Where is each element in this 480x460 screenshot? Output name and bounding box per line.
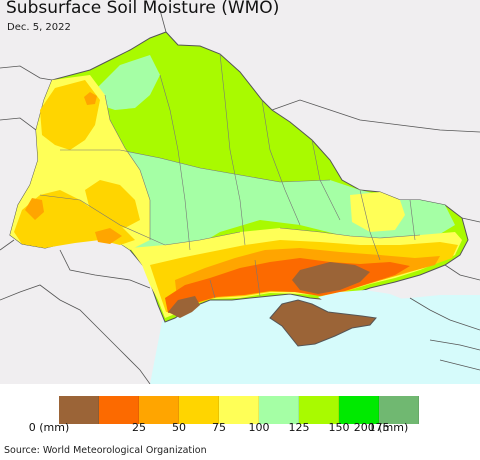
zone-50-75-west2 xyxy=(95,228,122,244)
map-area[interactable]: Subsurface Soil Moisture (WMO) Dec. 5, 2… xyxy=(0,0,480,384)
zone-100-125-east xyxy=(350,192,405,232)
legend-swatch-5 xyxy=(259,396,299,424)
legend-swatch-7 xyxy=(339,396,379,424)
legend-label-0: 0 (mm) xyxy=(28,421,70,434)
legend-label-6: 150 xyxy=(328,421,350,434)
legend-swatch-6 xyxy=(299,396,339,424)
legend-label-7: 175 xyxy=(368,421,390,434)
zone-0-25-south xyxy=(168,296,200,318)
zone-125-150-north xyxy=(95,55,160,110)
legend: 0 (mm) 25 50 75 100 125 150 175 200 (mm) Source:… xyxy=(0,384,480,460)
zone-75-100-central-west xyxy=(85,180,140,228)
map-title: Subsurface Soil Moisture (WMO) xyxy=(6,0,280,18)
oblast-borders xyxy=(39,53,421,299)
legend-label-4: 100 xyxy=(248,421,270,434)
soil-moisture-map xyxy=(0,0,480,384)
zone-50-75-spot xyxy=(25,198,44,220)
map-date: Dec. 5, 2022 xyxy=(7,22,71,33)
legend-colorbar xyxy=(59,396,419,424)
crimea xyxy=(269,299,377,347)
country-borders xyxy=(0,9,480,384)
zone-125-150 xyxy=(60,150,455,258)
legend-swatch-0 xyxy=(59,396,99,424)
legend-label-5: 125 xyxy=(288,421,310,434)
legend-label-8: 200 (mm) xyxy=(353,421,409,434)
source-credit: Source: World Meteorological Organizatio… xyxy=(4,445,207,456)
sea-of-azov xyxy=(318,290,405,306)
legend-swatch-2 xyxy=(139,396,179,424)
legend-label-2: 50 xyxy=(172,421,186,434)
zone-0-25-kherson xyxy=(292,262,370,294)
legend-swatch-8 xyxy=(379,396,419,424)
legend-swatch-4 xyxy=(219,396,259,424)
legend-swatch-1 xyxy=(99,396,139,424)
legend-label-1: 25 xyxy=(132,421,146,434)
zone-50-75-north xyxy=(84,92,97,105)
legend-label-3: 75 xyxy=(212,421,226,434)
legend-swatch-3 xyxy=(179,396,219,424)
